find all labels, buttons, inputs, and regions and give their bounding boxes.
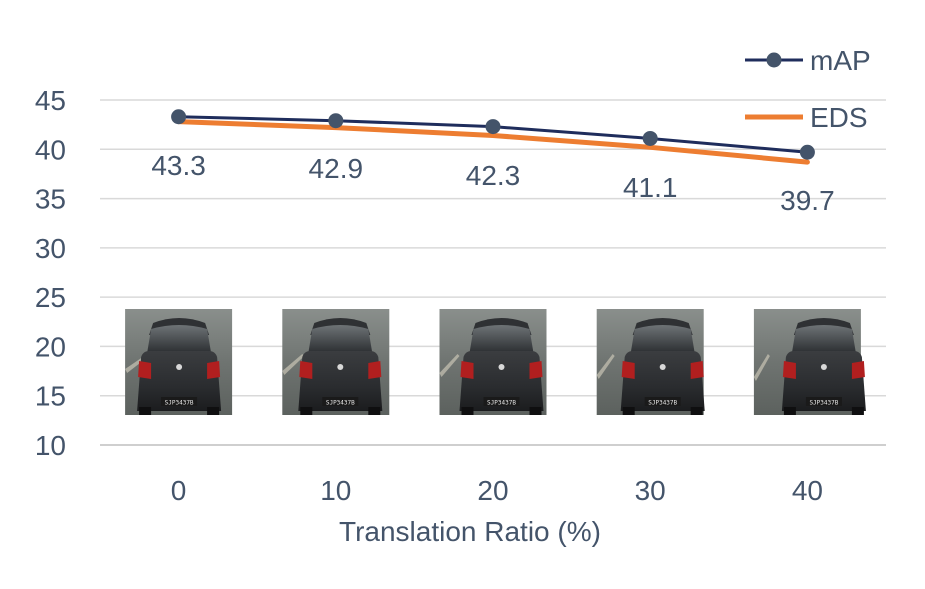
car-thumbnails: SJP3437B SJP3437B SJP3437B SJP3437B SJP3437B (125, 309, 866, 415)
x-tick-label: 20 (477, 475, 508, 506)
data-label: 43.3 (151, 150, 206, 181)
y-tick-label: 35 (35, 184, 66, 215)
y-tick-label: 25 (35, 282, 66, 313)
legend-label: EDS (810, 102, 868, 133)
legend: mAP EDS (745, 45, 871, 133)
y-tick-label: 10 (35, 430, 66, 461)
x-tick-label: 40 (792, 475, 823, 506)
data-label: 42.9 (309, 153, 364, 184)
axis-labels: 10 15 20 25 30 35 40 45 0 10 20 30 40 (35, 85, 823, 506)
data-label: 39.7 (780, 185, 835, 216)
data-label: 42.3 (466, 160, 521, 191)
data-point-map (328, 113, 344, 129)
car-thumbnail: SJP3437B (439, 309, 547, 415)
legend-item-eds: EDS (745, 102, 868, 133)
series-line-eds (176, 119, 810, 165)
data-label: 41.1 (623, 172, 678, 203)
legend-marker (766, 52, 782, 68)
data-point-map (485, 119, 501, 135)
y-tick-label: 15 (35, 381, 66, 412)
y-tick-label: 30 (35, 233, 66, 264)
car-thumbnail: SJP3437B (753, 309, 866, 415)
x-tick-label: 30 (635, 475, 666, 506)
car-thumbnail: SJP3437B (282, 309, 390, 415)
x-tick-label: 0 (171, 475, 187, 506)
data-labels: 43.3 42.9 42.3 41.1 39.7 (151, 150, 834, 216)
legend-item-map: mAP (745, 45, 871, 76)
y-tick-label: 45 (35, 85, 66, 116)
license-plate-text: SJP3437B (809, 400, 838, 407)
x-tick-label: 10 (320, 475, 351, 506)
legend-label: mAP (810, 45, 871, 76)
data-point-map (171, 109, 187, 125)
y-tick-label: 40 (35, 134, 66, 165)
car-thumbnail: SJP3437B (125, 309, 233, 415)
data-point-map (799, 144, 815, 160)
x-axis-title: Translation Ratio (%) (339, 516, 601, 547)
data-point-map (642, 130, 658, 146)
car-thumbnail: SJP3437B (596, 309, 705, 415)
license-plate-text: SJP3437B (165, 400, 194, 407)
license-plate-text: SJP3437B (648, 400, 677, 407)
series-lines (171, 109, 815, 165)
y-tick-label: 20 (35, 331, 66, 362)
license-plate-text: SJP3437B (326, 400, 355, 407)
license-plate-text: SJP3437B (487, 400, 516, 407)
